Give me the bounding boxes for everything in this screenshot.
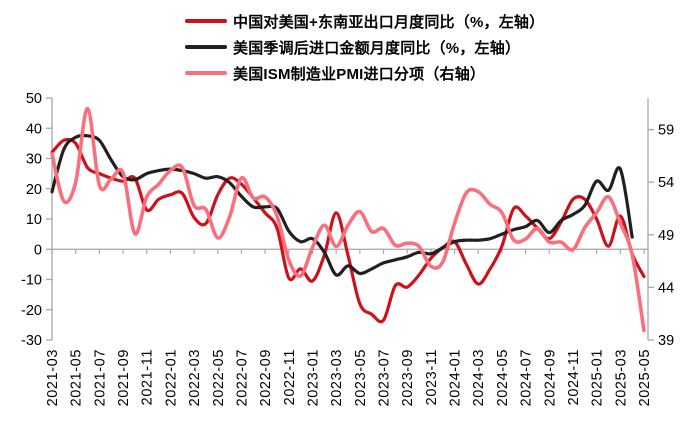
legend-swatch-red-line	[185, 19, 227, 23]
legend: 中国对美国+东南亚出口月度同比（%，左轴） 美国季调后进口金额月度同比（%，左轴…	[185, 8, 544, 86]
x-axis-label: 2024-03	[471, 349, 487, 406]
x-axis-label: 2023-09	[400, 349, 416, 406]
x-axis-label: 2022-09	[258, 349, 274, 406]
y-axis-label-left: -30	[21, 333, 42, 349]
y-axis-label-left: 0	[34, 242, 42, 258]
x-axis-label: 2022-05	[211, 349, 227, 406]
x-axis-label: 2022-07	[234, 349, 250, 406]
y-axis-label-left: 20	[26, 182, 42, 198]
legend-item-us-imports: 美国季调后进口金额月度同比（%，左轴）	[185, 34, 544, 60]
x-axis-label: 2023-07	[377, 349, 393, 406]
x-axis-label: 2024-11	[566, 349, 582, 405]
x-axis-label: 2022-03	[187, 349, 203, 406]
x-axis-label: 2021-03	[45, 349, 61, 406]
legend-item-china-exports: 中国对美国+东南亚出口月度同比（%，左轴）	[185, 8, 544, 34]
legend-item-ism-pmi: 美国ISM制造业PMI进口分项（右轴）	[185, 60, 544, 86]
series-line-us-imports-yoy	[50, 133, 634, 277]
x-axis-label: 2024-01	[448, 349, 464, 406]
y-axis-label-right: 49	[658, 228, 674, 244]
legend-label-ism-pmi: 美国ISM制造业PMI进口分项（右轴）	[233, 65, 486, 83]
x-axis-label: 2024-09	[542, 349, 558, 406]
series-line-ism-pmi-imports	[50, 106, 646, 333]
y-axis-label-left: 30	[26, 152, 42, 168]
x-axis-label: 2025-03	[613, 349, 629, 406]
y-axis-label-left: -20	[21, 303, 42, 319]
x-axis-label: 2021-11	[140, 349, 156, 405]
x-axis-label: 2023-11	[424, 349, 440, 405]
y-axis-label-right: 59	[658, 123, 674, 139]
x-axis-label: 2025-05	[637, 349, 653, 406]
y-axis-label-left: 10	[26, 212, 42, 228]
y-axis-label-right: 39	[658, 333, 674, 349]
x-axis-label: 2023-01	[305, 349, 321, 406]
y-axis-label-right: 44	[658, 280, 674, 296]
legend-swatch-black-line	[185, 45, 227, 49]
x-axis-label: 2023-03	[329, 349, 345, 406]
y-axis-label-left: -10	[21, 273, 42, 289]
x-axis-label: 2021-05	[69, 349, 85, 406]
x-axis-label: 2021-09	[116, 349, 132, 406]
x-axis-label: 2024-05	[495, 349, 511, 406]
x-axis-label: 2025-01	[590, 349, 606, 406]
legend-label-china-exports: 中国对美国+东南亚出口月度同比（%，左轴）	[233, 13, 545, 31]
x-axis-label: 2022-01	[163, 349, 179, 406]
y-axis-label-right: 54	[658, 175, 674, 191]
x-axis-label: 2022-11	[282, 349, 298, 405]
y-axis-label-left: 50	[26, 91, 42, 107]
x-axis-label: 2024-07	[519, 349, 535, 406]
legend-swatch-pink-line	[185, 71, 227, 75]
y-axis-label-left: 40	[26, 121, 42, 137]
x-axis-label: 2021-07	[92, 349, 108, 406]
legend-label-us-imports: 美国季调后进口金额月度同比（%，左轴）	[233, 39, 521, 57]
x-axis-label: 2023-05	[353, 349, 369, 406]
series-line-china-us-sea-exports	[50, 137, 646, 324]
